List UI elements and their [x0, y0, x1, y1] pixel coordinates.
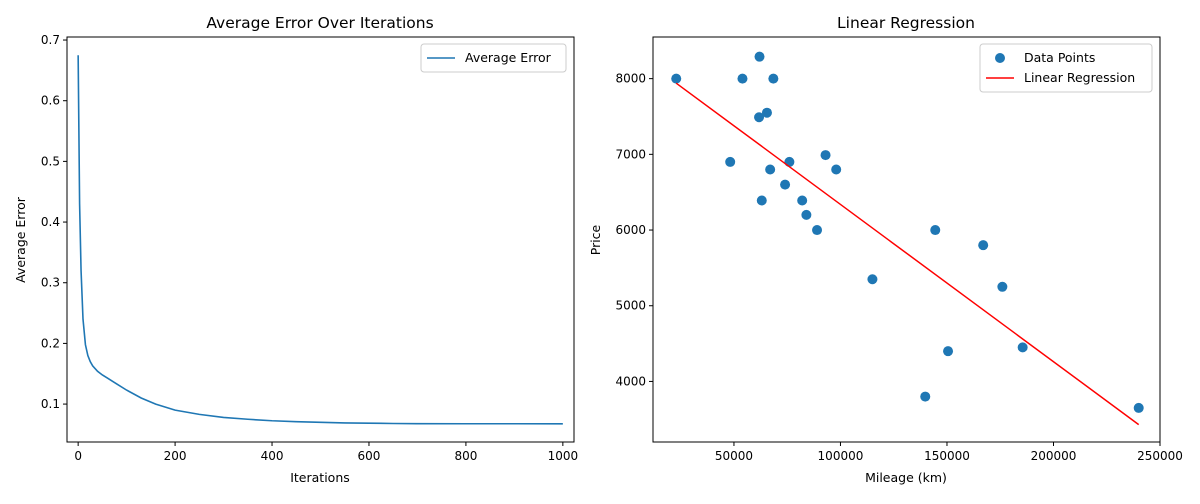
y-tick-label: 0.4	[41, 215, 60, 229]
y-tick-label: 6000	[615, 223, 646, 237]
axes-frame	[66, 36, 575, 443]
y-tick-label: 0.6	[41, 94, 60, 108]
data-point	[754, 112, 765, 123]
x-axis-label: Mileage (km)	[865, 470, 947, 485]
legend: Average Error	[420, 43, 567, 73]
x-tick-label: 400	[261, 449, 284, 463]
y-tick-label: 5000	[615, 299, 646, 313]
data-point	[930, 225, 941, 236]
data-point	[801, 209, 812, 220]
legend-label: Average Error	[465, 50, 552, 65]
data-point	[831, 164, 842, 175]
data-point	[867, 274, 878, 285]
y-tick-label: 0.7	[41, 33, 60, 47]
y-axis-label: Average Error	[13, 196, 28, 283]
x-tick-label: 200	[164, 449, 187, 463]
data-point	[768, 73, 779, 84]
data-point	[756, 195, 767, 206]
data-point	[1133, 402, 1144, 413]
data-point	[1017, 342, 1028, 353]
x-tick-label: 200000	[1031, 449, 1077, 463]
data-point	[920, 391, 931, 402]
y-tick-label: 0.5	[41, 154, 60, 168]
tick-group: 50000 100000 150000 200000 250000 4000 5000 600…	[615, 72, 1182, 463]
x-axis-label: Iterations	[290, 470, 350, 485]
y-axis-label: Price	[588, 224, 603, 255]
plot-area	[77, 55, 563, 425]
chart-title: Average Error Over Iterations	[206, 14, 433, 32]
data-point	[671, 73, 682, 84]
regression-line	[675, 82, 1140, 426]
regression-chart: Linear Regression Mileage (km) Price 500…	[588, 14, 1183, 485]
data-point	[797, 195, 808, 206]
data-point	[812, 225, 823, 236]
data-point	[737, 73, 748, 84]
y-tick-label: 4000	[615, 374, 646, 388]
plot-area	[671, 51, 1144, 426]
legend-box	[979, 43, 1153, 93]
y-tick-label: 0.3	[41, 276, 60, 290]
x-tick-label: 100000	[818, 449, 864, 463]
y-tick-label: 0.1	[41, 397, 60, 411]
data-point	[978, 240, 989, 251]
legend-label: Linear Regression	[1024, 70, 1135, 85]
data-point	[780, 179, 791, 190]
legend-marker	[995, 53, 1005, 63]
x-tick-label: 1000	[548, 449, 579, 463]
data-point	[725, 156, 736, 167]
error-chart: Average Error Over Iterations Iterations…	[13, 14, 578, 485]
data-point	[997, 281, 1008, 292]
data-point	[820, 150, 831, 161]
chart-title: Linear Regression	[837, 14, 975, 32]
x-tick-label: 50000	[715, 449, 753, 463]
data-point	[754, 51, 765, 62]
y-tick-label: 8000	[615, 72, 646, 86]
data-point	[784, 156, 795, 167]
legend-box	[420, 43, 567, 73]
legend: Data Points Linear Regression	[979, 43, 1153, 93]
x-tick-label: 150000	[924, 449, 970, 463]
data-point	[943, 346, 954, 357]
data-point	[761, 107, 772, 118]
x-tick-label: 600	[358, 449, 381, 463]
series-line	[77, 55, 563, 425]
x-tick-label: 0	[74, 449, 82, 463]
axes-frame	[652, 36, 1161, 443]
x-tick-label: 250000	[1137, 449, 1183, 463]
y-tick-label: 0.2	[41, 336, 60, 350]
legend-label: Data Points	[1024, 50, 1095, 65]
y-tick-label: 7000	[615, 147, 646, 161]
data-point	[765, 164, 776, 175]
x-tick-label: 800	[454, 449, 477, 463]
tick-group: 0 200 400 600 800 1000 0.1 0.2 0.3 0.4 0.5 0.6 0.7	[41, 33, 578, 463]
